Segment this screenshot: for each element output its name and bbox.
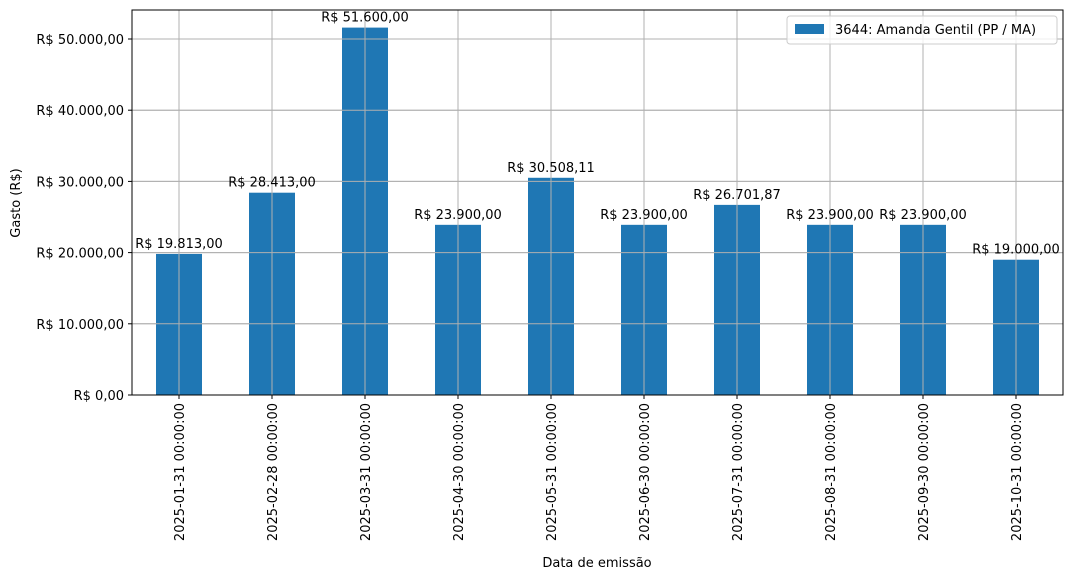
bar-value-label: R$ 23.900,00 [879, 208, 967, 223]
bar-value-label: R$ 19.000,00 [972, 243, 1060, 258]
legend-swatch [795, 24, 824, 34]
x-tick-label: 2025-03-31 00:00:00 [359, 403, 374, 541]
bar-value-labels: R$ 19.813,00 R$ 28.413,00 R$ 51.600,00 R$ 2… [135, 11, 1060, 258]
legend-label: 3644: Amanda Gentil (PP / MA) [835, 23, 1036, 38]
x-tick-label: 2025-04-30 00:00:00 [452, 403, 467, 541]
x-tick-label: 2025-08-31 00:00:00 [824, 403, 839, 541]
x-tick-label: 2025-06-30 00:00:00 [638, 403, 653, 541]
y-axis-title: Gasto (R$) [9, 168, 24, 237]
bar-value-label: R$ 23.900,00 [786, 208, 874, 223]
x-tick-label: 2025-10-31 00:00:00 [1010, 403, 1025, 541]
bar-value-label: R$ 51.600,00 [321, 11, 409, 26]
x-axis-title: Data de emissão [542, 556, 651, 571]
bar-value-label: R$ 28.413,00 [228, 176, 316, 191]
legend-box [786, 15, 1058, 45]
x-tick-label: 2025-09-30 00:00:00 [917, 403, 932, 541]
x-tick-label: 2025-02-28 00:00:00 [266, 403, 281, 541]
bars [132, 10, 1063, 396]
y-tick-label: R$ 0,00 [74, 389, 124, 404]
bar-value-label: R$ 30.508,11 [507, 161, 595, 176]
y-tick-label: R$ 30.000,00 [36, 175, 124, 190]
y-tick-label: R$ 10.000,00 [36, 318, 124, 333]
legend: 3644: Amanda Gentil (PP / MA) [786, 15, 1058, 45]
x-axis-ticks: 2025-01-31 00:00:00 2025-02-28 00:00:00 20… [173, 395, 1025, 541]
bar-value-label: R$ 23.900,00 [414, 208, 502, 223]
x-tick-label: 2025-05-31 00:00:00 [545, 403, 560, 541]
bar-value-label: R$ 23.900,00 [600, 208, 688, 223]
x-tick-label: 2025-01-31 00:00:00 [173, 403, 188, 541]
y-tick-label: R$ 50.000,00 [36, 33, 124, 48]
bar-value-label: R$ 19.813,00 [135, 237, 223, 252]
y-axis-ticks: R$ 0,00 R$ 10.000,00 R$ 20.000,00 R$ 30.000… [36, 33, 132, 404]
y-tick-label: R$ 40.000,00 [36, 104, 124, 119]
bar-value-label: R$ 26.701,87 [693, 188, 781, 203]
x-tick-label: 2025-07-31 00:00:00 [731, 403, 746, 541]
y-tick-label: R$ 20.000,00 [36, 247, 124, 262]
plot-frame [131, 9, 1064, 396]
